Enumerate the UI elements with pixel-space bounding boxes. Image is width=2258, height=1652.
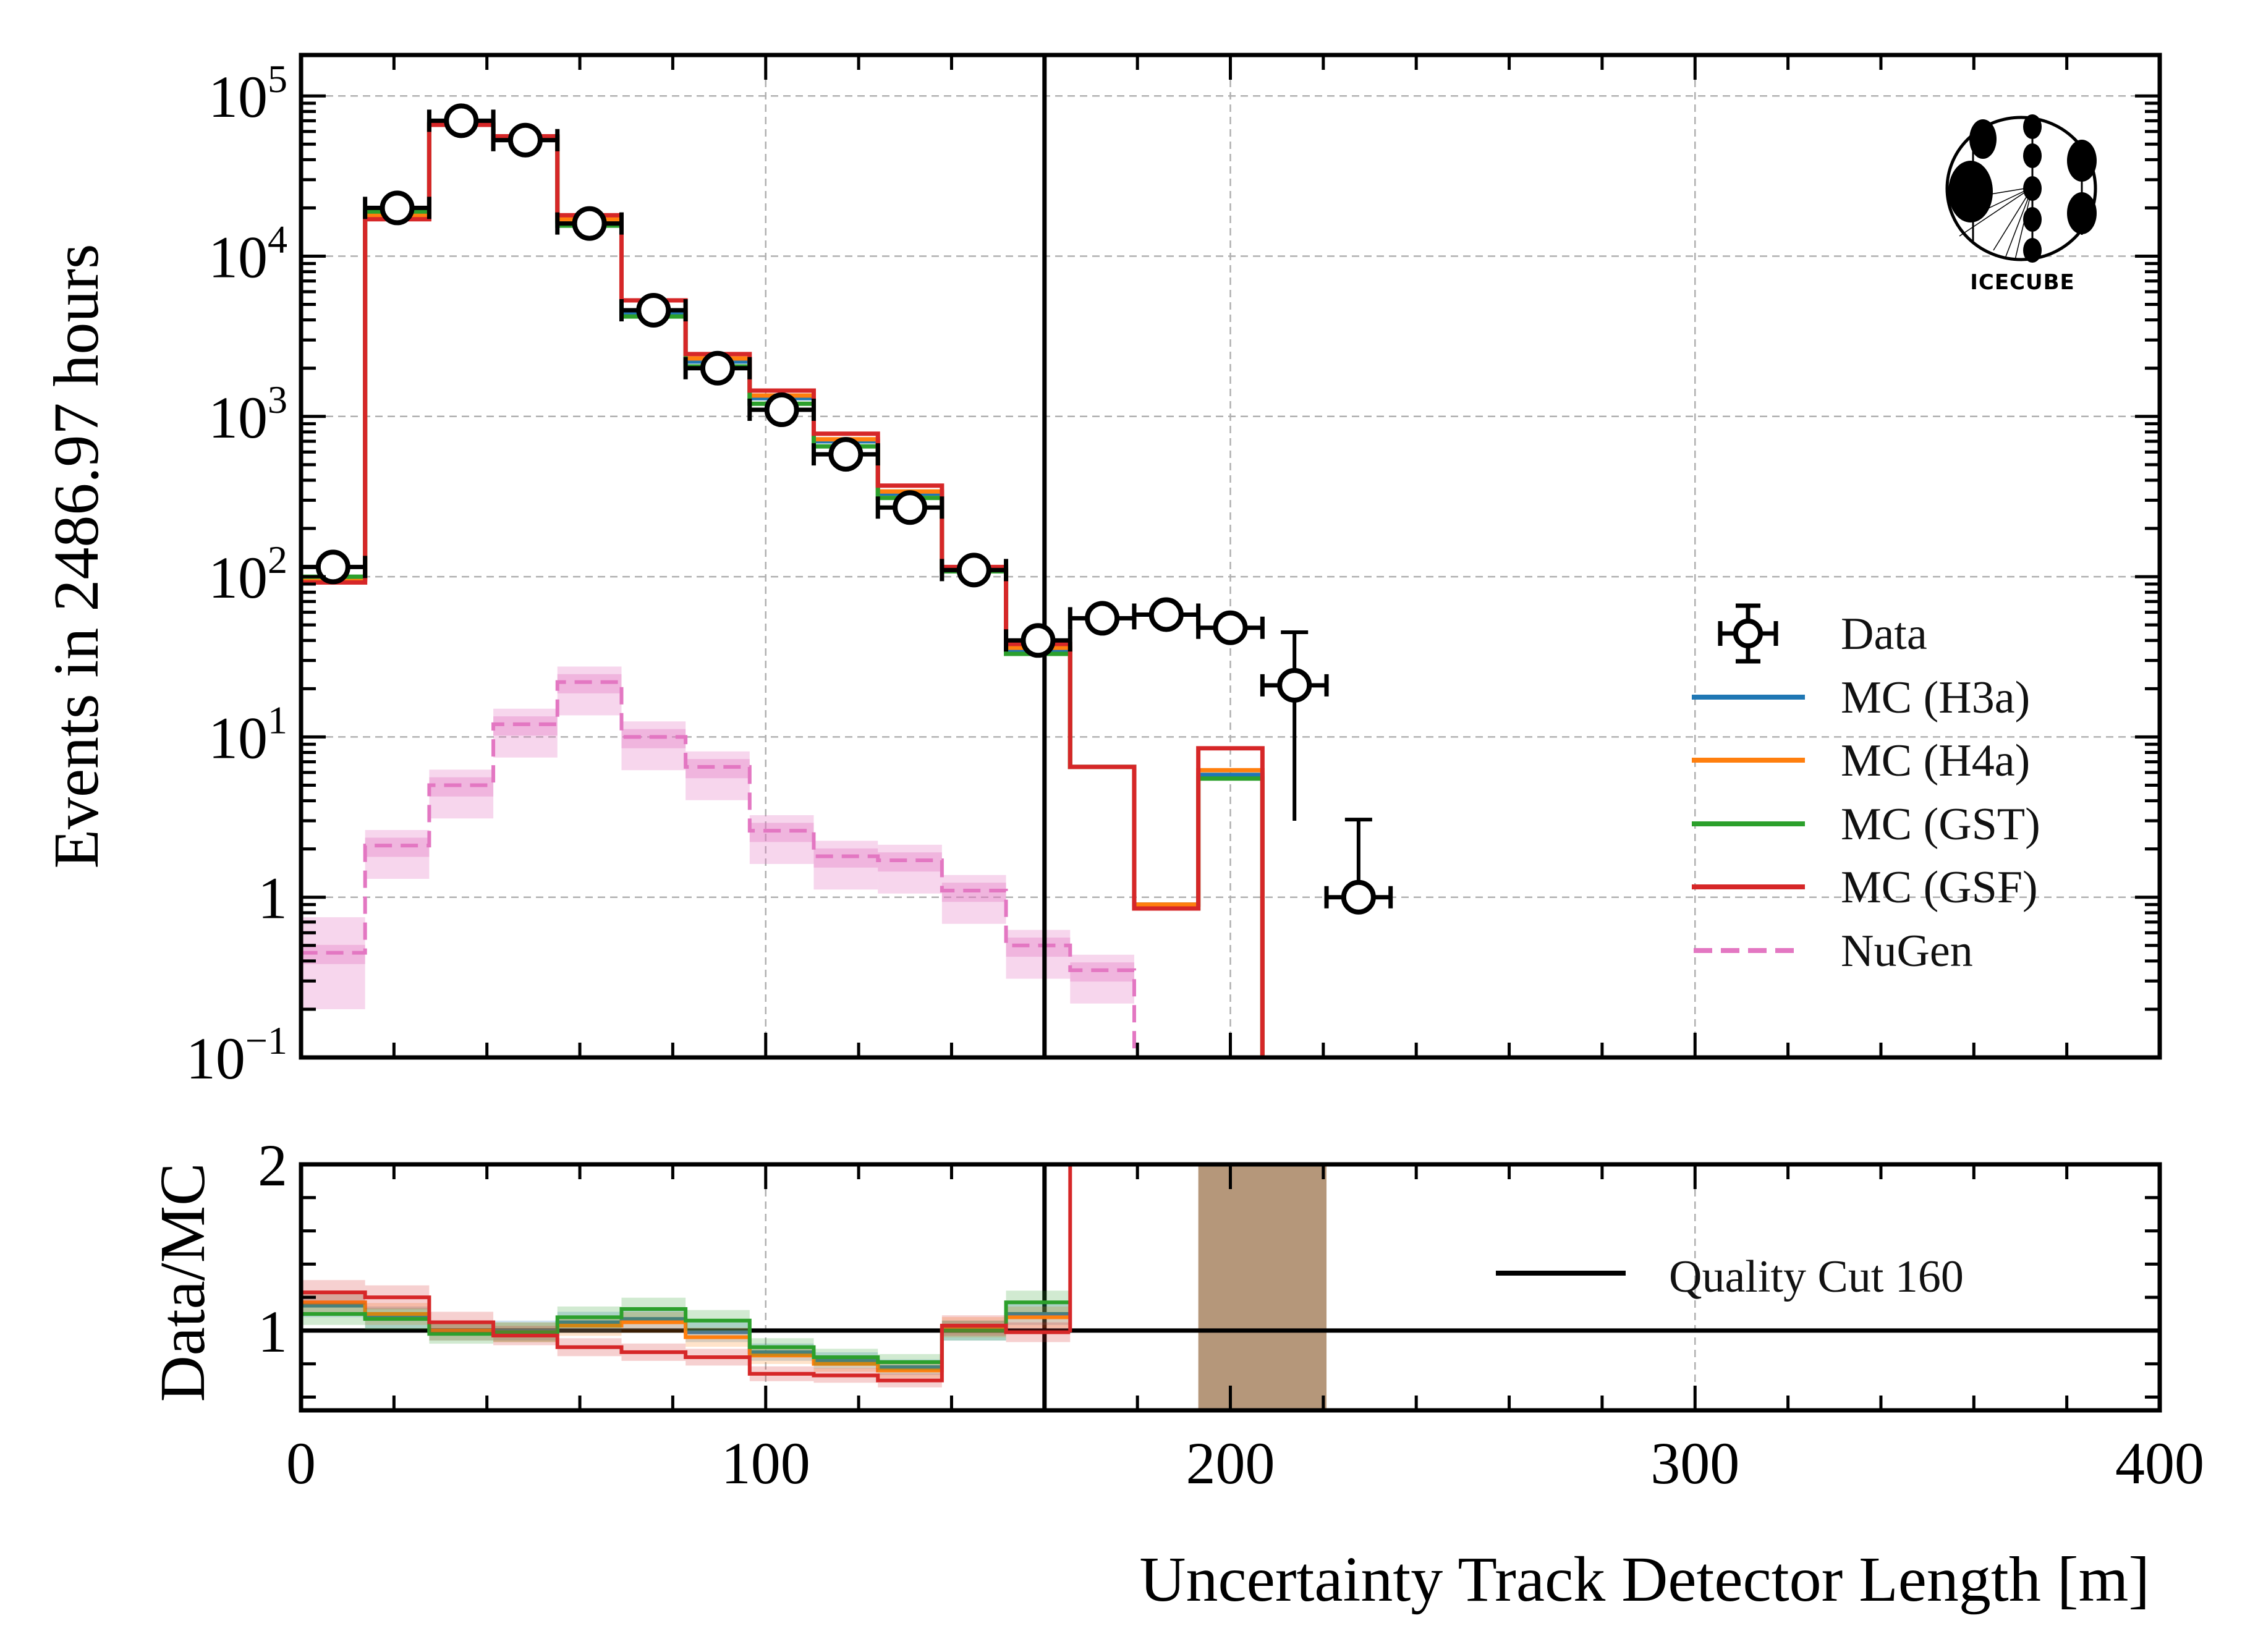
y-tick-label: 105 [208,57,287,130]
series-nugen [299,680,1136,1057]
data-marker [700,350,735,386]
data-marker [444,103,479,138]
data-points [299,103,1393,915]
ratio-series [301,1164,2160,1410]
data-point [1132,597,1201,632]
legend-item-h4a: MC (H4a) [1692,735,2030,786]
data-marker [1148,597,1184,632]
data-marker [572,206,607,241]
ratio-overflow-band [1198,1164,1327,1410]
y-tick-label: 10−1 [186,1019,287,1091]
nugen-band [493,708,558,758]
series-mc-h4a- [299,122,1265,1057]
nugen-band [1006,930,1071,979]
data-point [875,490,944,525]
series-mc-h3a- [299,121,1265,1057]
data-point [619,292,688,328]
data-point [747,392,816,428]
y-tick-label: 101 [208,698,287,771]
legend-label-quality-cut: Quality Cut 160 [1669,1252,1964,1302]
ratio-axes: 0 100 200 300 400 1 2 [258,1132,2204,1496]
ratio-y-tick-label: 1 [258,1298,287,1365]
data-marker [893,490,928,525]
nugen-band [941,875,1006,924]
series-mc-gst- [299,119,1265,1057]
main-series [299,55,1265,1057]
data-point [363,190,431,226]
legend-label-gst: MC (GST) [1841,799,2040,850]
y-tick-label: 104 [208,217,287,290]
ratio-series-mc-gsf- [301,1290,1071,1383]
data-point [555,206,624,241]
data-point [1324,818,1393,915]
x-tick-label: 400 [2115,1430,2204,1496]
data-point [1196,610,1265,645]
x-axis-title: Uncertainty Track Detector Length [m] [1139,1544,2150,1615]
main-axes: 10−1 1 101 102 103 104 105 [186,53,2162,1091]
nugen-band [813,841,878,890]
series-mc-gsf- [299,122,1265,1057]
x-tick-label: 200 [1186,1430,1275,1496]
ratio-y-axis-title: Data/MC [147,1163,218,1402]
nugen-uncertainty-bands [301,666,1134,1009]
nugen-band [685,751,750,800]
data-point [940,553,1009,588]
data-marker [507,122,543,158]
legend-label-h4a: MC (H4a) [1841,735,2030,786]
y-tick-label: 103 [208,378,287,451]
x-tick-label: 300 [1650,1430,1739,1496]
nugen-band [621,721,686,771]
data-point [1004,623,1072,658]
data-marker [1213,610,1248,645]
data-marker [764,392,799,428]
y-axis-title: Events in 2486.97 hours [41,244,112,868]
nugen-band [429,769,494,819]
data-point [491,122,560,158]
data-marker [1021,623,1056,658]
legend-label-data: Data [1841,609,1927,659]
y-tick-label: 102 [208,538,287,611]
legend-item-nugen: NuGen [1694,926,1973,976]
legend-label-nugen: NuGen [1841,926,1973,976]
nugen-band [878,844,942,894]
nugen-band [1070,954,1134,1004]
data-marker [1277,667,1312,703]
data-marker [315,549,350,585]
ratio-legend: Quality Cut 160 [1496,1252,1964,1302]
icecube-logo-icon: ICECUBE [1945,114,2097,295]
data-marker [956,553,991,588]
data-point [1260,630,1329,821]
legend-item-gst: MC (GST) [1692,799,2040,850]
data-marker [1085,601,1120,636]
data-point [683,350,752,386]
main-legend: Data MC (H3a) MC (H4a) MC (GST) MC (GSF)… [1692,603,2040,976]
data-marker [1341,879,1376,915]
legend-item-gsf: MC (GSF) [1692,862,2038,913]
ratio-y-tick-label: 2 [258,1132,287,1198]
legend-label-h3a: MC (H3a) [1841,672,2030,723]
legend-label-gsf: MC (GSF) [1841,862,2038,913]
nugen-band [557,666,622,716]
data-point [427,103,496,138]
data-marker [828,437,864,472]
legend-item-h3a: MC (H3a) [1692,672,2030,723]
main-grid [301,55,2160,1057]
x-tick-label: 100 [721,1430,810,1496]
legend-item-data: Data [1718,603,1927,664]
nugen-band [749,815,814,864]
data-marker [636,292,671,328]
data-marker [380,190,415,226]
data-marker-icon [1718,603,1778,664]
y-tick-label: 1 [258,865,287,931]
nugen-band [365,830,430,879]
data-point [811,437,880,472]
data-point [1067,601,1137,636]
x-tick-label: 0 [286,1430,316,1496]
icecube-logo-text: ICECUBE [1970,270,2075,295]
